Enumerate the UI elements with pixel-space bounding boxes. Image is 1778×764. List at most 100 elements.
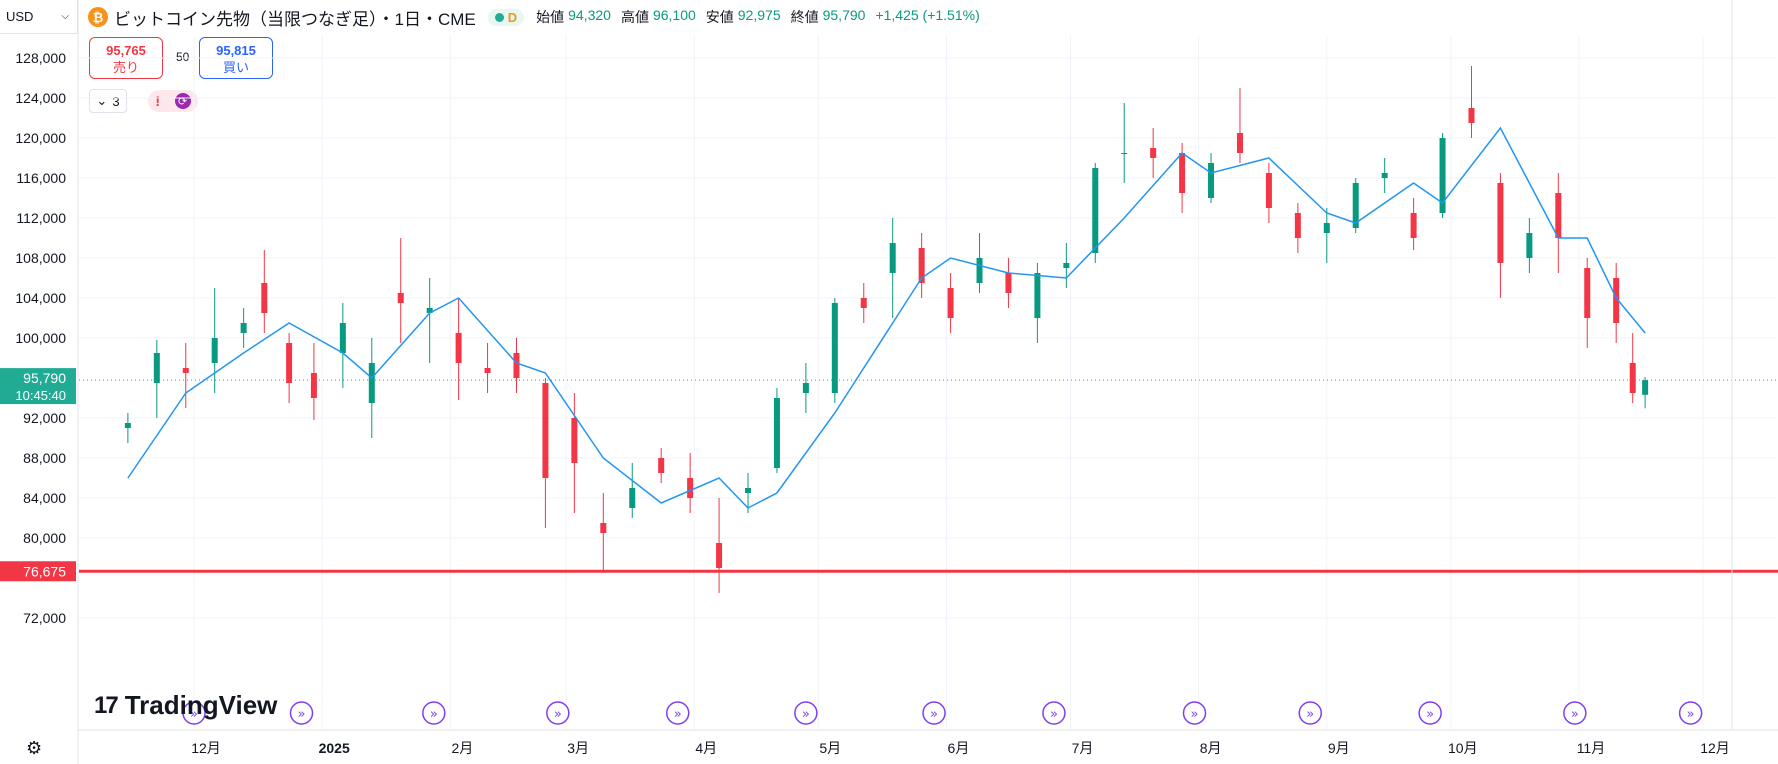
candle-body	[860, 298, 867, 308]
time-tick-label: 11月	[1577, 740, 1606, 756]
candle-body	[368, 363, 375, 403]
candle-body	[1005, 273, 1012, 293]
tradingview-logo[interactable]: 17 TradingView	[94, 690, 277, 721]
settings-gear-icon[interactable]: ⚙	[26, 738, 43, 758]
dividend-event-icon	[182, 701, 206, 725]
dividend-event-icon	[1042, 701, 1066, 725]
currency-label: USD	[6, 9, 34, 24]
price-tick-label: 104,000	[15, 290, 66, 306]
candle-body	[571, 418, 578, 463]
candle-body	[124, 423, 131, 428]
price-tick-label: 92,000	[23, 410, 66, 426]
time-tick-label: 9月	[1328, 740, 1350, 756]
price-tick-label: 128,000	[15, 50, 66, 66]
candle-body	[339, 323, 346, 353]
price-tick-label: 108,000	[15, 250, 66, 266]
data-alert-pill[interactable]: ! ⟳	[148, 90, 198, 112]
buy-label: 買い	[222, 60, 249, 75]
low-value: 92,975	[737, 7, 781, 23]
candle-body	[1497, 183, 1504, 263]
candle-body	[397, 293, 404, 303]
event-arrow-icon: »	[1687, 707, 1695, 722]
candle-body	[455, 333, 462, 363]
candle-body	[1034, 273, 1041, 318]
time-tick-label: 12月	[191, 740, 221, 756]
time-tick-label: 7月	[1072, 740, 1094, 756]
candle-body	[658, 458, 665, 473]
candle-body	[1526, 233, 1533, 258]
price-tick-label: 100,000	[15, 330, 66, 346]
time-axis: 12月 2025 2月 3月 4月 5月 6月 7月 8月 9月 10月 11月 12月	[78, 729, 1778, 756]
dividend-event-icon	[1298, 701, 1323, 725]
candle-body	[1236, 133, 1243, 153]
candle-body	[831, 303, 838, 393]
time-tick-label: 6月	[948, 740, 970, 756]
open-value: 94,320	[568, 7, 611, 23]
event-arrow-icon: »	[190, 707, 198, 722]
event-arrow-icon: »	[1306, 707, 1314, 722]
candle-body	[1092, 168, 1099, 253]
price-tick-label: 84,000	[23, 490, 66, 506]
open-label: 始値	[536, 9, 565, 25]
event-arrow-icon: »	[1571, 707, 1579, 722]
chevron-down-icon: ⌄	[96, 93, 108, 108]
time-tick-label: 8月	[1200, 740, 1222, 756]
ohlc-values: 始値 94,320 高値 96,100 安値 92,975 終値 95,790 +1,4…	[536, 7, 980, 27]
price-tick-label: 120,000	[15, 130, 66, 146]
sync-icon: ⟳	[174, 93, 191, 109]
candle-body	[687, 478, 694, 498]
candle-body	[261, 283, 268, 313]
event-arrow-icon: »	[298, 707, 306, 722]
candle-body	[1150, 148, 1157, 158]
hline-price-badge	[0, 561, 76, 582]
event-arrow-icon: »	[1426, 707, 1434, 722]
dividend-event-icon	[546, 701, 570, 725]
candle-body	[426, 308, 433, 313]
indicator-count: 3	[112, 93, 120, 109]
event-markers-group: » » » » » » » » » » » » »	[182, 701, 1703, 725]
event-arrow-icon: »	[430, 707, 438, 722]
event-arrow-icon: »	[1050, 707, 1058, 722]
candle-body	[918, 248, 925, 283]
close-value: 95,790	[822, 7, 866, 23]
logo-text: TradingView	[124, 690, 278, 720]
candle-body	[153, 353, 160, 383]
candle-body	[1613, 278, 1620, 323]
dividend-event-icon	[1563, 701, 1587, 725]
candle-body	[286, 343, 293, 383]
spread-value: 50	[176, 50, 190, 64]
sell-price: 95,765	[106, 43, 146, 58]
candle-body	[1629, 363, 1636, 393]
candle-body	[802, 383, 809, 393]
change-value: +1,425 (+1.51%)	[875, 7, 980, 23]
candle-body	[1439, 138, 1446, 213]
candle-body	[1468, 108, 1475, 123]
price-axis: 128,000 124,000 120,000 116,000 112,000 108,0…	[0, 0, 1733, 764]
candle-body	[211, 338, 218, 363]
dividend-event-icon	[422, 701, 446, 725]
candle-body	[542, 383, 549, 478]
high-value: 96,100	[652, 7, 696, 23]
dividend-event-icon	[1418, 701, 1442, 725]
candle-body	[745, 488, 752, 493]
indicators-toggle-button[interactable]: ⌄ 3	[89, 89, 127, 113]
moving-average-line	[127, 126, 1646, 509]
candle-body	[629, 488, 636, 508]
candle-body	[1121, 153, 1128, 154]
event-arrow-icon: »	[1191, 707, 1199, 722]
market-status-pill[interactable]: D	[487, 8, 525, 26]
candle-body	[716, 543, 723, 568]
symbol-legend: ₿ ビットコイン先物（当限つなぎ足）・1日・CME D 始値 94,320 高値 9…	[88, 6, 980, 29]
candle-body	[182, 368, 189, 373]
candle-body	[1063, 263, 1070, 268]
price-tick-label: 112,000	[16, 210, 66, 226]
candle-body	[1179, 153, 1186, 193]
symbol-title[interactable]: ビットコイン先物（当限つなぎ足）・1日・CME	[114, 9, 476, 29]
candle-body	[600, 523, 607, 533]
event-arrow-icon: »	[554, 707, 562, 722]
high-label: 高値	[620, 9, 649, 25]
dividend-event-icon	[289, 701, 314, 725]
moving-average-group	[127, 126, 1646, 509]
time-tick-label: 5月	[819, 740, 841, 756]
